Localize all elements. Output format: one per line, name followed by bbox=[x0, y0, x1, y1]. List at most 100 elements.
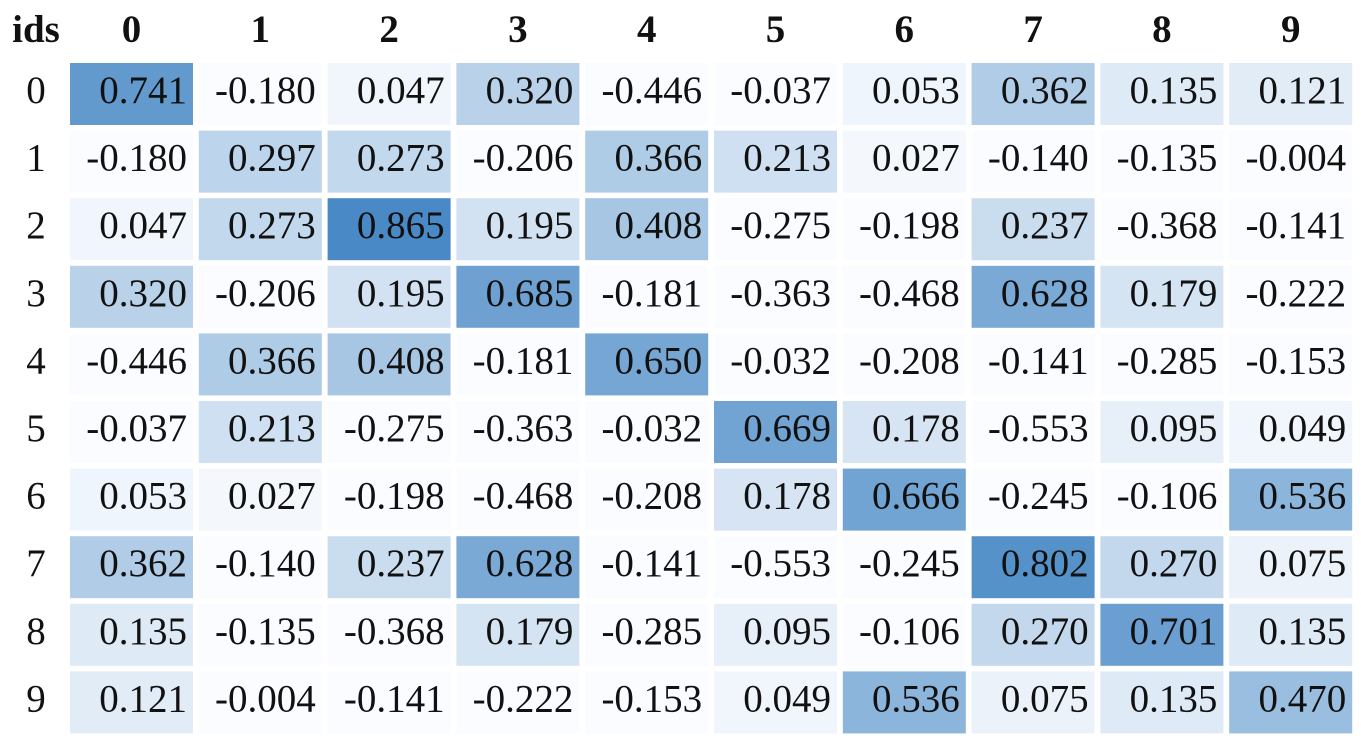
row-label: 1 bbox=[26, 137, 46, 180]
cell-value: 0.666 bbox=[872, 475, 960, 518]
row-label: 6 bbox=[26, 475, 46, 518]
cell-value: -0.004 bbox=[1245, 137, 1346, 180]
cell-background bbox=[971, 536, 1095, 599]
cell-background bbox=[327, 468, 451, 531]
cell-background bbox=[971, 63, 1095, 125]
row-label: 4 bbox=[26, 339, 46, 382]
cell-background bbox=[327, 603, 451, 666]
column-header: 9 bbox=[1281, 8, 1301, 51]
cell-background bbox=[714, 198, 837, 261]
cell-background bbox=[585, 333, 709, 396]
cell-background bbox=[1229, 536, 1353, 599]
cell-background bbox=[1100, 401, 1224, 463]
cell-value: -0.037 bbox=[86, 407, 187, 450]
cell-value: 0.095 bbox=[1130, 407, 1218, 450]
cell-background bbox=[714, 63, 837, 125]
cell-background bbox=[456, 333, 580, 396]
cell-background bbox=[198, 130, 322, 193]
cell-value: -0.153 bbox=[601, 677, 702, 720]
cell-value: -0.106 bbox=[1117, 475, 1218, 518]
cell-value: 0.049 bbox=[1258, 407, 1346, 450]
cell-value: -0.032 bbox=[601, 407, 702, 450]
cell-background bbox=[456, 265, 580, 328]
row-label: 5 bbox=[26, 407, 46, 450]
cell-background bbox=[70, 130, 193, 193]
cell-value: -0.222 bbox=[1245, 272, 1346, 315]
cell-value: -0.206 bbox=[473, 137, 574, 180]
cell-background bbox=[198, 603, 322, 666]
cell-value: 0.121 bbox=[1258, 69, 1346, 112]
cell-background bbox=[1100, 603, 1224, 666]
cell-background bbox=[585, 401, 709, 463]
cell-value: 0.213 bbox=[228, 407, 316, 450]
cell-background bbox=[198, 63, 322, 125]
cell-background bbox=[1229, 603, 1353, 666]
cell-background bbox=[1229, 198, 1353, 261]
cell-value: -0.180 bbox=[86, 137, 187, 180]
column-header: 4 bbox=[637, 8, 657, 51]
cell-value: -0.135 bbox=[215, 610, 316, 653]
cell-value: 0.685 bbox=[486, 272, 574, 315]
cell-value: -0.153 bbox=[1245, 339, 1346, 382]
cell-value: 0.135 bbox=[99, 610, 187, 653]
cell-value: 0.273 bbox=[357, 137, 445, 180]
cell-value: -0.135 bbox=[1117, 137, 1218, 180]
cell-value: 0.179 bbox=[486, 610, 574, 653]
cell-value: -0.245 bbox=[988, 475, 1089, 518]
cell-value: 0.213 bbox=[743, 137, 831, 180]
cell-background bbox=[456, 603, 580, 666]
cell-background bbox=[714, 333, 837, 396]
cell-value: 0.362 bbox=[99, 542, 187, 585]
cell-background bbox=[1229, 671, 1353, 734]
cell-value: 0.408 bbox=[614, 204, 702, 247]
cell-background bbox=[327, 333, 451, 396]
cell-value: -0.208 bbox=[859, 339, 960, 382]
cell-background bbox=[842, 333, 966, 396]
cell-value: -0.368 bbox=[344, 610, 445, 653]
cell-value: 0.408 bbox=[357, 339, 445, 382]
cell-background bbox=[842, 401, 966, 463]
cell-value: 0.297 bbox=[228, 137, 316, 180]
cell-background bbox=[198, 265, 322, 328]
cell-background bbox=[1100, 63, 1224, 125]
cell-value: 0.047 bbox=[99, 204, 187, 247]
cell-background bbox=[971, 265, 1095, 328]
cell-background bbox=[327, 265, 451, 328]
cell-background bbox=[1229, 333, 1353, 396]
column-header: 5 bbox=[766, 8, 786, 51]
cell-background bbox=[585, 265, 709, 328]
cell-background bbox=[1100, 130, 1224, 193]
cell-background bbox=[585, 603, 709, 666]
cell-background bbox=[456, 401, 580, 463]
cell-background bbox=[456, 536, 580, 599]
cell-value: 0.178 bbox=[872, 407, 960, 450]
cell-value: 0.320 bbox=[99, 272, 187, 315]
cell-background bbox=[585, 130, 709, 193]
cell-background bbox=[714, 265, 837, 328]
cell-value: 0.270 bbox=[1001, 610, 1089, 653]
cell-background bbox=[714, 130, 837, 193]
row-label: 3 bbox=[26, 272, 46, 315]
row-label: 2 bbox=[26, 204, 46, 247]
cell-value: -0.285 bbox=[601, 610, 702, 653]
cell-background bbox=[327, 401, 451, 463]
cell-background bbox=[327, 198, 451, 261]
cell-value: 0.701 bbox=[1130, 610, 1218, 653]
cell-value: 0.135 bbox=[1130, 677, 1218, 720]
cell-background bbox=[198, 468, 322, 531]
cell-value: 0.195 bbox=[357, 272, 445, 315]
cell-background bbox=[585, 198, 709, 261]
cell-value: -0.037 bbox=[730, 69, 831, 112]
cell-value: 0.121 bbox=[99, 677, 187, 720]
cell-value: 0.741 bbox=[99, 69, 187, 112]
cell-value: -0.468 bbox=[859, 272, 960, 315]
cell-value: 0.320 bbox=[486, 69, 574, 112]
cell-value: -0.141 bbox=[1245, 204, 1346, 247]
cell-background bbox=[842, 130, 966, 193]
cell-value: 0.075 bbox=[1258, 542, 1346, 585]
cell-value: 0.237 bbox=[357, 542, 445, 585]
cell-value: 0.669 bbox=[743, 407, 831, 450]
cell-background bbox=[1100, 198, 1224, 261]
cell-background bbox=[70, 401, 193, 463]
